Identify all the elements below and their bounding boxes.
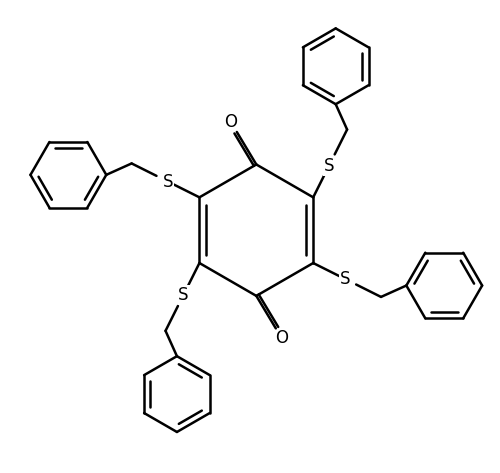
- Text: S: S: [162, 173, 173, 191]
- Text: S: S: [324, 157, 334, 175]
- Text: O: O: [224, 113, 237, 131]
- Text: S: S: [178, 286, 189, 304]
- Text: S: S: [340, 270, 350, 288]
- Text: O: O: [275, 329, 288, 347]
